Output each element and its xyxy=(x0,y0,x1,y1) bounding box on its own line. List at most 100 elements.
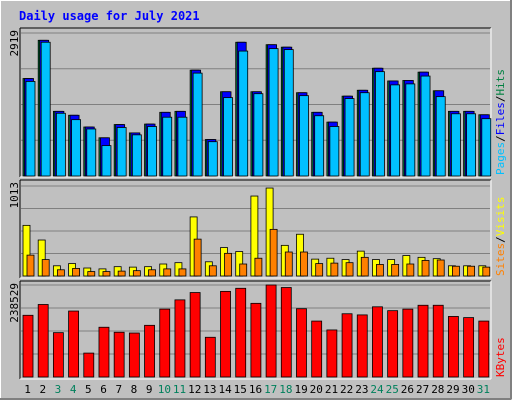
x-tick-label-day-17: 17 xyxy=(264,383,277,396)
bar-visits-sites-day-11 xyxy=(178,268,187,277)
bar-visits-sites-day-3 xyxy=(56,269,65,277)
bar-visits-sites-day-24 xyxy=(376,264,384,277)
bar-requests-pages-day-26 xyxy=(405,83,416,177)
bar-kbytes-kbytes-day-9 xyxy=(144,324,155,378)
bar-kbytes-kbytes-day-27 xyxy=(417,304,429,378)
bar-visits-sites-day-29 xyxy=(452,265,460,277)
x-tick-label-day-28: 28 xyxy=(431,383,444,396)
legend-kbytes: KBytes xyxy=(494,337,507,377)
bar-requests-pages-day-2 xyxy=(40,41,51,177)
bar-visits-sites-day-21 xyxy=(330,262,339,277)
bar-requests-pages-day-12 xyxy=(192,72,203,177)
bar-kbytes-kbytes-day-23 xyxy=(356,314,368,378)
bar-requests-pages-day-22 xyxy=(344,98,355,177)
legend-sites: Sites xyxy=(494,243,507,276)
bar-kbytes-kbytes-day-22 xyxy=(341,313,353,378)
x-tick-label-day-12: 12 xyxy=(188,383,201,396)
x-tick-label-day-4: 4 xyxy=(70,383,77,396)
bar-kbytes-kbytes-day-15 xyxy=(235,287,247,378)
legend-hits: Hits xyxy=(494,69,507,96)
bar-kbytes-kbytes-day-21 xyxy=(326,329,338,378)
bar-requests-pages-day-29 xyxy=(451,113,461,177)
panel-requests-legend: Pages/Files/Hits xyxy=(494,69,507,175)
chart-title: Daily usage for July 2021 xyxy=(19,9,200,23)
x-tick-label-day-25: 25 xyxy=(386,383,399,396)
bar-kbytes-kbytes-day-31 xyxy=(478,320,490,378)
bar-kbytes-kbytes-day-3 xyxy=(52,332,64,378)
bar-kbytes-kbytes-day-13 xyxy=(204,336,216,378)
bar-kbytes-kbytes-day-10 xyxy=(159,308,171,378)
bar-visits-sites-day-4 xyxy=(72,268,80,277)
panel-requests: 2919 Pages/Files/Hits xyxy=(8,27,507,178)
x-tick-label-day-9: 9 xyxy=(146,383,153,396)
bar-visits-sites-day-22 xyxy=(345,262,354,277)
panel-visits-legend: Sites/Visits xyxy=(494,197,507,277)
bar-visits-sites-day-13 xyxy=(208,265,217,277)
bar-requests-pages-day-7 xyxy=(116,127,127,177)
bar-visits-sites-day-25 xyxy=(391,264,400,277)
bar-visits-sites-day-26 xyxy=(406,263,415,277)
bar-kbytes-kbytes-day-12 xyxy=(189,292,201,378)
x-tick-label-day-7: 7 xyxy=(115,383,122,396)
bar-requests-pages-day-10 xyxy=(162,116,173,177)
bar-visits-sites-day-14 xyxy=(224,252,232,277)
bar-visits-sites-day-10 xyxy=(163,268,172,277)
x-tick-label-day-29: 29 xyxy=(446,383,459,396)
bar-visits-sites-day-8 xyxy=(132,270,141,277)
x-tick-label-day-15: 15 xyxy=(234,383,247,396)
x-tick-label-day-3: 3 xyxy=(55,383,62,396)
bar-requests-pages-day-1 xyxy=(25,81,36,177)
legend-visits: Visits xyxy=(494,197,507,237)
bar-requests-pages-day-16 xyxy=(253,93,264,177)
panel-kbytes-max-label: 238529 xyxy=(8,283,21,323)
bar-kbytes-kbytes-day-17 xyxy=(265,284,277,378)
bar-requests-pages-day-21 xyxy=(329,126,340,177)
panel-requests-max-label: 2919 xyxy=(8,30,21,57)
x-tick-label-day-18: 18 xyxy=(279,383,292,396)
bar-requests-pages-day-27 xyxy=(420,75,431,177)
x-tick-label-day-2: 2 xyxy=(39,383,46,396)
bar-kbytes-kbytes-day-18 xyxy=(280,287,292,378)
bar-visits-sites-day-16 xyxy=(254,257,263,277)
bar-visits-sites-day-9 xyxy=(148,269,156,277)
x-tick-label-day-10: 10 xyxy=(158,383,171,396)
bar-requests-pages-day-13 xyxy=(207,141,218,177)
bar-visits-sites-day-20 xyxy=(315,263,324,277)
bar-requests-pages-day-15 xyxy=(238,50,249,177)
x-tick-label-day-22: 22 xyxy=(340,383,353,396)
bar-requests-pages-day-5 xyxy=(86,128,97,177)
bar-kbytes-kbytes-day-2 xyxy=(37,304,49,378)
bar-requests-pages-day-6 xyxy=(101,145,112,177)
x-tick-label-day-6: 6 xyxy=(100,383,107,396)
bar-visits-sites-day-7 xyxy=(117,270,126,277)
panel-kbytes-legend: KBytes xyxy=(494,337,507,377)
bar-kbytes-kbytes-day-20 xyxy=(311,320,323,378)
bar-visits-sites-day-6 xyxy=(102,271,111,277)
bar-kbytes-kbytes-day-30 xyxy=(463,317,475,378)
x-tick-label-day-23: 23 xyxy=(355,383,368,396)
panel-visits: 1013 Sites/Visits xyxy=(8,179,507,279)
bar-visits-sites-day-27 xyxy=(421,260,430,277)
bar-kbytes-kbytes-day-11 xyxy=(174,299,186,378)
x-tick-label-day-21: 21 xyxy=(325,383,338,396)
bar-visits-sites-day-15 xyxy=(239,263,248,277)
bar-requests-pages-day-8 xyxy=(131,134,142,177)
bar-visits-sites-day-30 xyxy=(467,265,476,277)
bar-kbytes-kbytes-day-7 xyxy=(113,331,125,378)
bar-visits-sites-day-1 xyxy=(26,254,35,277)
panel-kbytes: 238529 KBytes xyxy=(8,280,507,380)
legend-separator: / xyxy=(494,236,507,243)
bar-requests-pages-day-18 xyxy=(283,49,294,177)
x-tick-label-day-8: 8 xyxy=(131,383,138,396)
bar-visits-visits-day-2 xyxy=(37,239,46,277)
bar-requests-pages-day-14 xyxy=(223,97,233,177)
bar-requests-pages-day-4 xyxy=(71,119,81,177)
bar-kbytes-kbytes-day-1 xyxy=(22,314,34,378)
bar-requests-pages-day-20 xyxy=(314,115,325,177)
bar-kbytes-kbytes-day-26 xyxy=(402,308,414,378)
bar-requests-pages-day-31 xyxy=(481,118,492,177)
bar-kbytes-kbytes-day-8 xyxy=(128,332,140,378)
bar-kbytes-kbytes-day-5 xyxy=(83,352,95,378)
legend-separator: / xyxy=(494,96,507,103)
